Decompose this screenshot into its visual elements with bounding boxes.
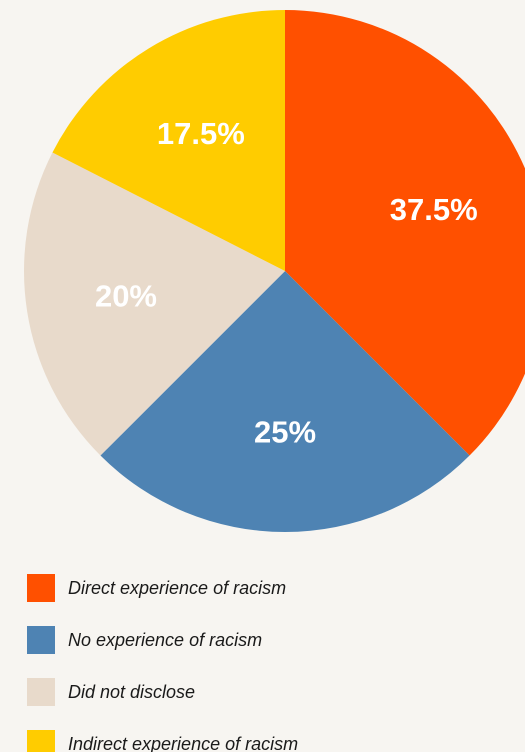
legend-swatch-undisclosed [27, 678, 55, 706]
legend-swatch-direct [27, 574, 55, 602]
slice-label-direct: 37.5% [390, 192, 478, 227]
legend-item-direct: Direct experience of racism [27, 574, 507, 602]
pie-slice-indirect [52, 10, 285, 271]
legend-swatch-none [27, 626, 55, 654]
slice-label-indirect: 17.5% [157, 116, 245, 151]
pie-slice-none [100, 271, 470, 532]
legend-label-indirect: Indirect experience of racism [68, 733, 299, 752]
pie-chart: 37.5% 25% 20% 17.5% [23, 10, 525, 532]
legend-label-none: No experience of racism [68, 629, 263, 650]
legend-swatch-indirect [27, 730, 55, 752]
slice-label-none: 25% [254, 415, 316, 450]
legend: Direct experience of racism No experienc… [27, 574, 507, 752]
legend-label-direct: Direct experience of racism [68, 577, 287, 598]
legend-item-indirect: Indirect experience of racism [27, 730, 507, 752]
legend-item-undisclosed: Did not disclose [27, 678, 507, 706]
pie-slice-direct [285, 10, 525, 456]
legend-item-none: No experience of racism [27, 626, 507, 654]
pie-slice-undisclosed [23, 152, 285, 456]
slice-label-undisclosed: 20% [95, 279, 157, 314]
legend-label-undisclosed: Did not disclose [68, 681, 196, 702]
